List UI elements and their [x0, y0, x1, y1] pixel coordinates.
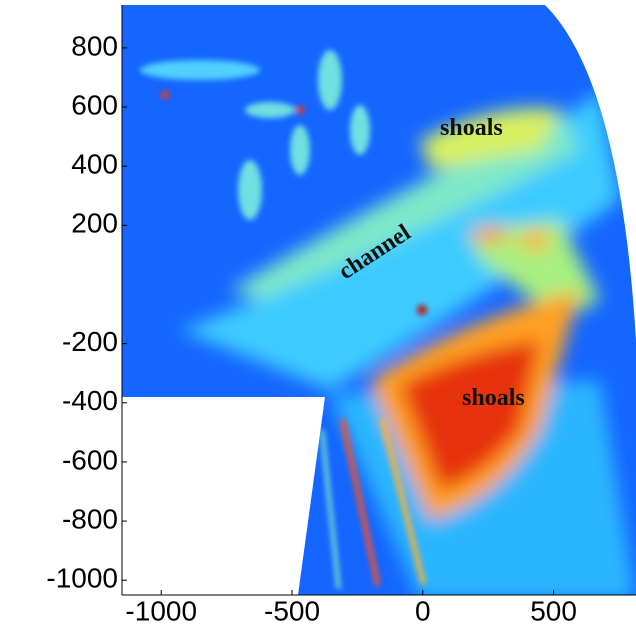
y-tick-label: 800 [71, 30, 118, 61]
y-tick-label: -200 [62, 326, 118, 357]
field [122, 5, 636, 600]
x-tick-label: 0 [415, 595, 431, 626]
x-tick-label: 500 [530, 595, 577, 626]
y-tick-label: 600 [71, 89, 118, 120]
page: {"chart_data": {"type": "heatmap", "anno… [0, 0, 636, 633]
y-tick-label: -800 [62, 503, 118, 534]
x-tick-label: -1000 [125, 595, 197, 626]
annotation: shoals [462, 385, 525, 411]
y-tick-label: -600 [62, 444, 118, 475]
y-tick-label: -1000 [46, 563, 118, 594]
y-tick-label: 200 [71, 208, 118, 239]
y-tick-label: 400 [71, 149, 118, 180]
chart: shoals channel shoals 800600400200-200-4… [0, 0, 636, 633]
annotation: shoals [440, 115, 503, 141]
y-tick-label: -400 [62, 385, 118, 416]
x-tick-label: -500 [264, 595, 320, 626]
